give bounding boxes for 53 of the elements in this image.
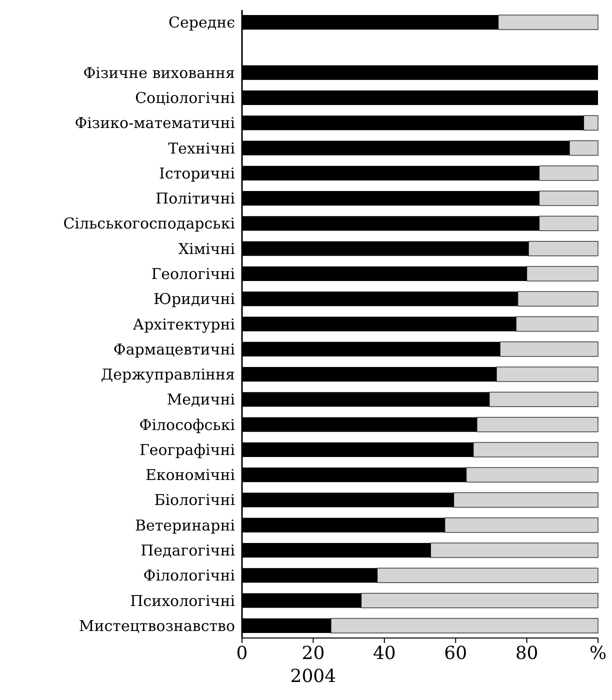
- x-tick-label: 80: [515, 642, 538, 664]
- x-tick-label: 40: [372, 642, 396, 664]
- y-tick-label: Історичні: [159, 164, 236, 182]
- y-tick-label: Педагогічні: [140, 542, 236, 560]
- y-tick-label: Сільськогосподарські: [63, 214, 236, 233]
- y-tick-label: Хімічні: [178, 240, 236, 258]
- y-tick-label: Географічні: [140, 440, 236, 459]
- bar: [498, 14, 598, 30]
- y-tick-label: Архітектурні: [132, 315, 236, 334]
- bar: [430, 542, 598, 558]
- y-tick-label: Медичні: [166, 390, 236, 409]
- bar: [516, 316, 598, 332]
- x-tick-label: 20: [302, 642, 325, 664]
- bar: [466, 467, 598, 482]
- x-axis-title: 2004: [290, 666, 336, 687]
- bar: [500, 342, 598, 357]
- bar: [360, 592, 598, 608]
- bar: [526, 266, 598, 282]
- y-tick-label: Технічні: [168, 139, 236, 158]
- y-tick-label: Фармацевтичні: [113, 340, 236, 358]
- bar: [518, 291, 598, 306]
- y-tick-label: Юридичні: [154, 290, 236, 308]
- y-tick-label: Психологічні: [130, 592, 236, 610]
- y-tick-label: Економічні: [145, 466, 236, 484]
- y-tick-label: Ветеринарні: [134, 516, 236, 534]
- y-tick-label: Філософські: [139, 416, 236, 434]
- y-tick-label: Політичні: [156, 190, 236, 208]
- y-tick-label: Середнє: [168, 14, 235, 32]
- x-tick-label: 60: [444, 642, 468, 664]
- bar: [376, 568, 598, 583]
- y-tick-label: Геологічні: [151, 264, 236, 283]
- bar: [489, 392, 598, 408]
- y-tick-label: Соціологічні: [135, 88, 236, 107]
- y-tick-label: Біологічні: [154, 491, 236, 510]
- y-tick-label: Мистецтвознавство: [78, 616, 235, 635]
- y-tick-label: Держуправління: [100, 366, 235, 384]
- bar: [454, 492, 598, 508]
- bar: [538, 190, 598, 206]
- y-tick-label: Фізико-математичні: [74, 114, 236, 132]
- bar: [528, 240, 598, 256]
- bar: [538, 216, 598, 232]
- bar: [496, 366, 598, 382]
- bar: [473, 442, 598, 458]
- bar: [538, 166, 598, 181]
- x-tick-label: 0: [236, 642, 248, 664]
- y-tick-label: Філологічні: [143, 566, 236, 585]
- bar: [330, 618, 598, 634]
- bar: [583, 115, 598, 130]
- bar: [444, 518, 598, 533]
- bar: [476, 416, 598, 432]
- bar: [569, 140, 598, 156]
- y-tick-label: Фізичне виховання: [83, 64, 235, 82]
- x-tick-label: %: [589, 642, 607, 664]
